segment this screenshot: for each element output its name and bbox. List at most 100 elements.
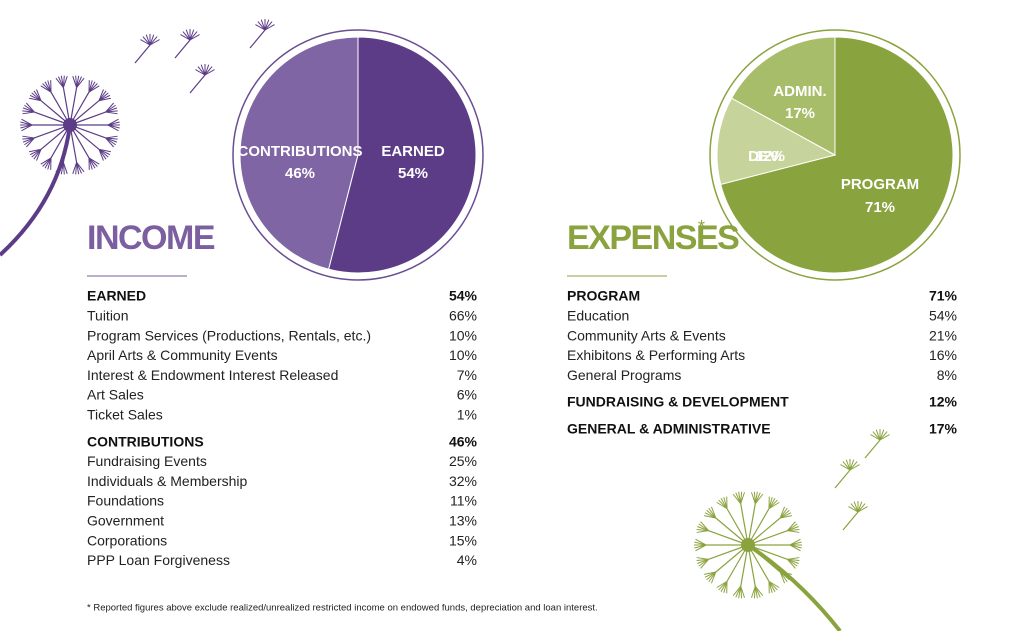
seed-fluff xyxy=(872,431,881,441)
section-heading: CONTRIBUTIONS xyxy=(87,433,204,449)
row-value: 25% xyxy=(449,453,477,469)
seed-fluff xyxy=(264,21,273,31)
dandelion-fluff xyxy=(740,492,746,504)
dandelion-fluff xyxy=(98,149,104,161)
seed-fluff xyxy=(195,69,206,76)
seed-fluff xyxy=(189,34,200,41)
row-label: General Programs xyxy=(567,367,681,383)
seed-fluff xyxy=(857,503,866,513)
dandelion-fluff xyxy=(72,162,78,174)
seed-stem xyxy=(834,469,851,489)
dandelion-fluff xyxy=(36,89,42,101)
dandelion-fluff xyxy=(754,493,764,504)
slice-label: ADMIN. xyxy=(773,83,826,100)
seed-fluff xyxy=(879,431,888,441)
row-label: PPP Loan Forgiveness xyxy=(87,552,230,568)
seed-stem xyxy=(189,74,206,94)
row-value: 7% xyxy=(457,367,477,383)
footnote: * Reported figures above exclude realize… xyxy=(87,603,598,614)
row-label: Foundations xyxy=(87,493,164,509)
seed-fluff xyxy=(857,501,863,513)
title-note: * xyxy=(698,217,705,237)
dandelion-fluff xyxy=(732,586,742,597)
section-total: 71% xyxy=(929,288,958,304)
seed-fluff xyxy=(255,24,266,31)
dandelion-fluff xyxy=(750,586,756,598)
section-total: 17% xyxy=(929,421,958,437)
seed-fluff xyxy=(149,34,155,46)
dandelion-fluff xyxy=(29,148,41,153)
seed-fluff xyxy=(842,461,851,471)
dandelion-fluff xyxy=(107,124,119,132)
dandelion-fluff xyxy=(22,135,35,139)
dandelion-seed xyxy=(740,544,749,587)
row-value: 6% xyxy=(457,387,477,403)
pie-slice xyxy=(716,97,837,185)
seed-fluff xyxy=(849,461,858,471)
seed-fluff xyxy=(264,24,275,31)
row-label: Individuals & Membership xyxy=(87,473,248,489)
seed-fluff xyxy=(850,503,859,513)
row-label: Corporations xyxy=(87,532,167,548)
dandelion-seed xyxy=(726,544,749,582)
section-total: 12% xyxy=(929,394,958,410)
dandelion-seed xyxy=(740,503,749,546)
row-label: Ticket Sales xyxy=(87,407,163,423)
dandelion-seed xyxy=(747,544,770,582)
row-value: 16% xyxy=(929,347,957,363)
dandelion-head xyxy=(741,538,755,552)
row-value: 32% xyxy=(449,473,477,489)
pie-slice xyxy=(720,36,954,274)
dandelion-seed xyxy=(726,508,749,546)
seed-fluff xyxy=(200,64,206,76)
dandelion-fluff xyxy=(695,538,707,546)
row-label: Exhibitons & Performing Arts xyxy=(567,347,745,363)
seed-fluff xyxy=(149,36,158,46)
dandelion-fluff xyxy=(76,77,85,88)
dandelion-fluff xyxy=(696,557,709,560)
dandelion-fluff xyxy=(62,76,68,88)
pie-slice xyxy=(328,36,477,274)
dandelion-stem xyxy=(0,124,72,257)
seed-fluff xyxy=(185,29,191,41)
dandelion-fluff xyxy=(789,544,801,552)
seed-fluff xyxy=(189,31,198,41)
row-value: 21% xyxy=(929,327,957,343)
income-title: INCOME xyxy=(87,219,215,257)
seed-fluff xyxy=(189,29,195,41)
dandelion-fluff xyxy=(710,506,717,519)
row-value: 54% xyxy=(929,308,957,324)
seed-fluff xyxy=(879,429,885,441)
row-label: Community Arts & Events xyxy=(567,327,726,343)
dandelion-fluff xyxy=(25,102,35,113)
section-heading: PROGRAM xyxy=(567,288,640,304)
row-label: Program Services (Productions, Rentals, … xyxy=(87,327,371,343)
seed-fluff xyxy=(204,69,215,76)
pie-slice xyxy=(239,36,359,270)
seed-fluff xyxy=(875,429,881,441)
row-value: 10% xyxy=(449,347,477,363)
row-value: 10% xyxy=(449,327,477,343)
slice-value: 54% xyxy=(398,165,428,182)
dandelion-head xyxy=(63,118,77,132)
dandelion-fluff xyxy=(768,501,780,510)
dandelion-seed xyxy=(747,544,756,587)
dandelion-stem xyxy=(746,543,842,631)
seed-fluff xyxy=(197,66,206,76)
pie-ring xyxy=(709,29,961,281)
seed-fluff xyxy=(857,506,868,513)
dandelion-fluff xyxy=(780,515,793,519)
dandelion-fluff xyxy=(99,97,111,102)
slice-value: 12% xyxy=(755,148,785,165)
row-value: 8% xyxy=(937,367,957,383)
seed-fluff xyxy=(142,36,151,46)
dandelion-fluff xyxy=(787,559,796,569)
seed-fluff xyxy=(853,501,859,513)
dandelion-fluff xyxy=(787,530,800,533)
dandelion-fluff xyxy=(779,571,786,584)
row-label: Tuition xyxy=(87,308,129,324)
dandelion-fluff xyxy=(40,157,52,165)
dandelion-fluff xyxy=(105,111,118,115)
seed-fluff xyxy=(182,31,191,41)
